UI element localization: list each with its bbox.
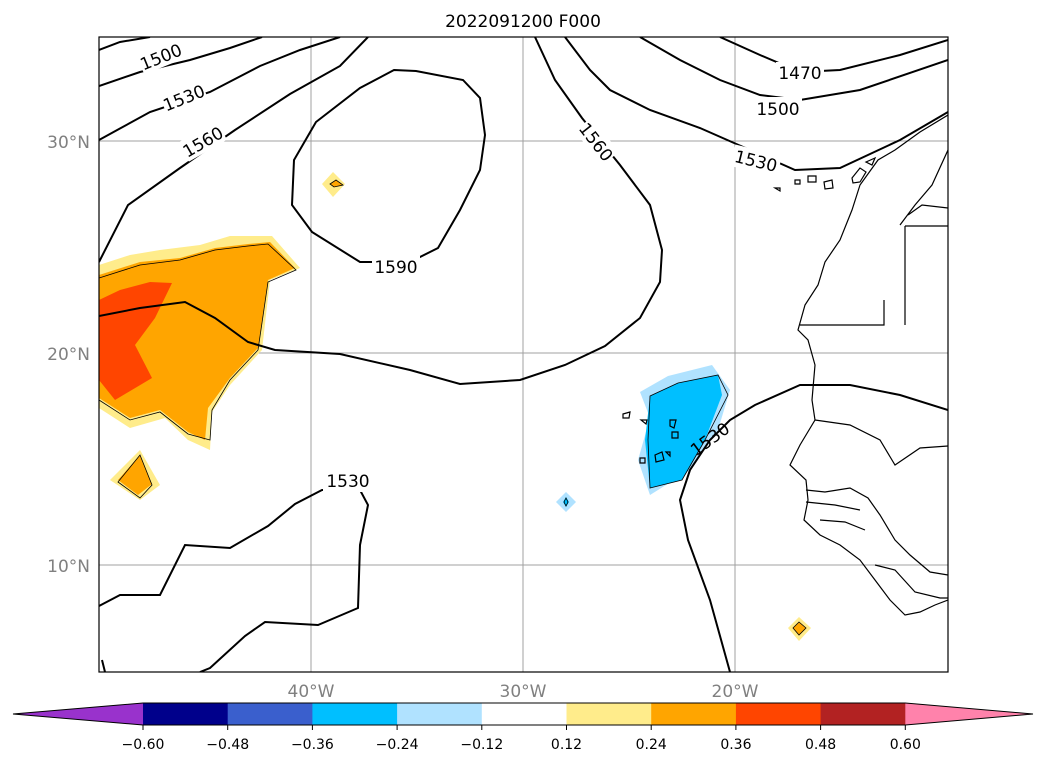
colorbar-tick-label: 0.48	[805, 737, 836, 753]
contour-label-1470: 1470	[778, 64, 821, 84]
colorbar-tick-label: −0.48	[206, 737, 249, 753]
colorbar-tick-label: −0.12	[460, 737, 503, 753]
colorbar-extend-high	[905, 703, 1033, 725]
lat-label-10n: 10°N	[47, 557, 90, 577]
colorbar-segment	[735, 703, 822, 725]
colorbar-tick-label: −0.24	[376, 737, 419, 753]
colorbar-segment	[651, 703, 737, 725]
colorbar-segment	[820, 703, 906, 725]
positive-anomaly-region	[99, 172, 811, 641]
colorbar-tick-label: −0.36	[291, 737, 334, 753]
colorbar-segment	[397, 703, 483, 725]
colorbar-segment	[143, 703, 229, 725]
lon-label-20w: 20°W	[712, 682, 759, 702]
anomaly-outlines	[99, 179, 807, 636]
lat-label-30n: 30°N	[47, 133, 90, 153]
colorbar-extend-low	[13, 703, 143, 725]
contour-label-1500-east: 1500	[756, 100, 799, 120]
lon-label-30w: 30°W	[500, 682, 547, 702]
colorbar-tick-label: 0.60	[890, 737, 921, 753]
lon-label-40w: 40°W	[288, 682, 335, 702]
coastlines	[789, 114, 948, 616]
colorbar-tick-label: 0.12	[551, 737, 582, 753]
colorbar: −0.60 −0.48 −0.36 −0.24 −0.12 0.12 0.24 0.36 0.4…	[12, 702, 1034, 753]
islands	[622, 156, 877, 464]
height-contours	[99, 37, 948, 672]
map-area: 1500 1530 1560 1470 1500 1560 1530 1590 …	[99, 37, 948, 672]
colorbar-segment	[312, 703, 398, 725]
map-title: 2022091200 F000	[445, 12, 601, 32]
colorbar-segment	[566, 703, 652, 725]
colorbar-tick-label: 0.36	[720, 737, 751, 753]
contour-label-1530-south: 1530	[326, 472, 369, 492]
colorbar-tick-label: 0.24	[636, 737, 667, 753]
colorbar-tick-label: −0.60	[122, 737, 165, 753]
map-frame	[98, 36, 949, 673]
contour-label-1590: 1590	[374, 258, 417, 278]
colorbar-segment	[481, 703, 567, 725]
lat-label-20n: 20°N	[47, 345, 90, 365]
colorbar-segment	[227, 703, 313, 725]
